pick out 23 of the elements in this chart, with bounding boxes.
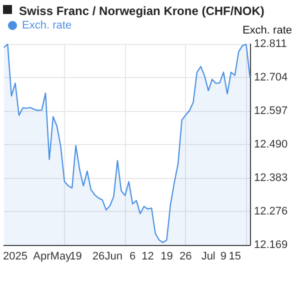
x-tick-label: 2025 [2, 250, 28, 262]
y-tick-label: 12.276 [254, 206, 288, 218]
x-tick-label: 6 [130, 250, 136, 262]
x-tick-label: 15 [228, 250, 241, 262]
legend-label: Exch. rate [22, 20, 72, 32]
x-tick-label: 26 [180, 250, 192, 262]
chart-title: Swiss Franc / Norwegian Krone (CHF/NOK) [19, 4, 264, 18]
x-tick-label: Jul [201, 250, 216, 262]
y-tick-label: 12.704 [254, 72, 288, 84]
x-tick-label: Apr [33, 250, 51, 262]
y-tick-label: 12.490 [254, 138, 288, 150]
y-tick-label: 12.597 [254, 105, 288, 117]
y-tick-label: 12.169 [254, 239, 288, 251]
y-tick-label: 12.811 [254, 38, 287, 50]
x-tick-label: 19 [70, 250, 82, 262]
x-tick-label: May [50, 250, 72, 262]
x-tick-label: 26 [92, 250, 105, 262]
y-tick-label: 12.383 [254, 172, 288, 184]
x-tick-label: 9 [220, 250, 227, 262]
x-tick-label: Jun [104, 250, 123, 262]
x-tick-label: 12 [142, 250, 154, 262]
y-axis-title: Exch. rate [242, 24, 292, 36]
x-tick-label: 19 [160, 250, 173, 262]
